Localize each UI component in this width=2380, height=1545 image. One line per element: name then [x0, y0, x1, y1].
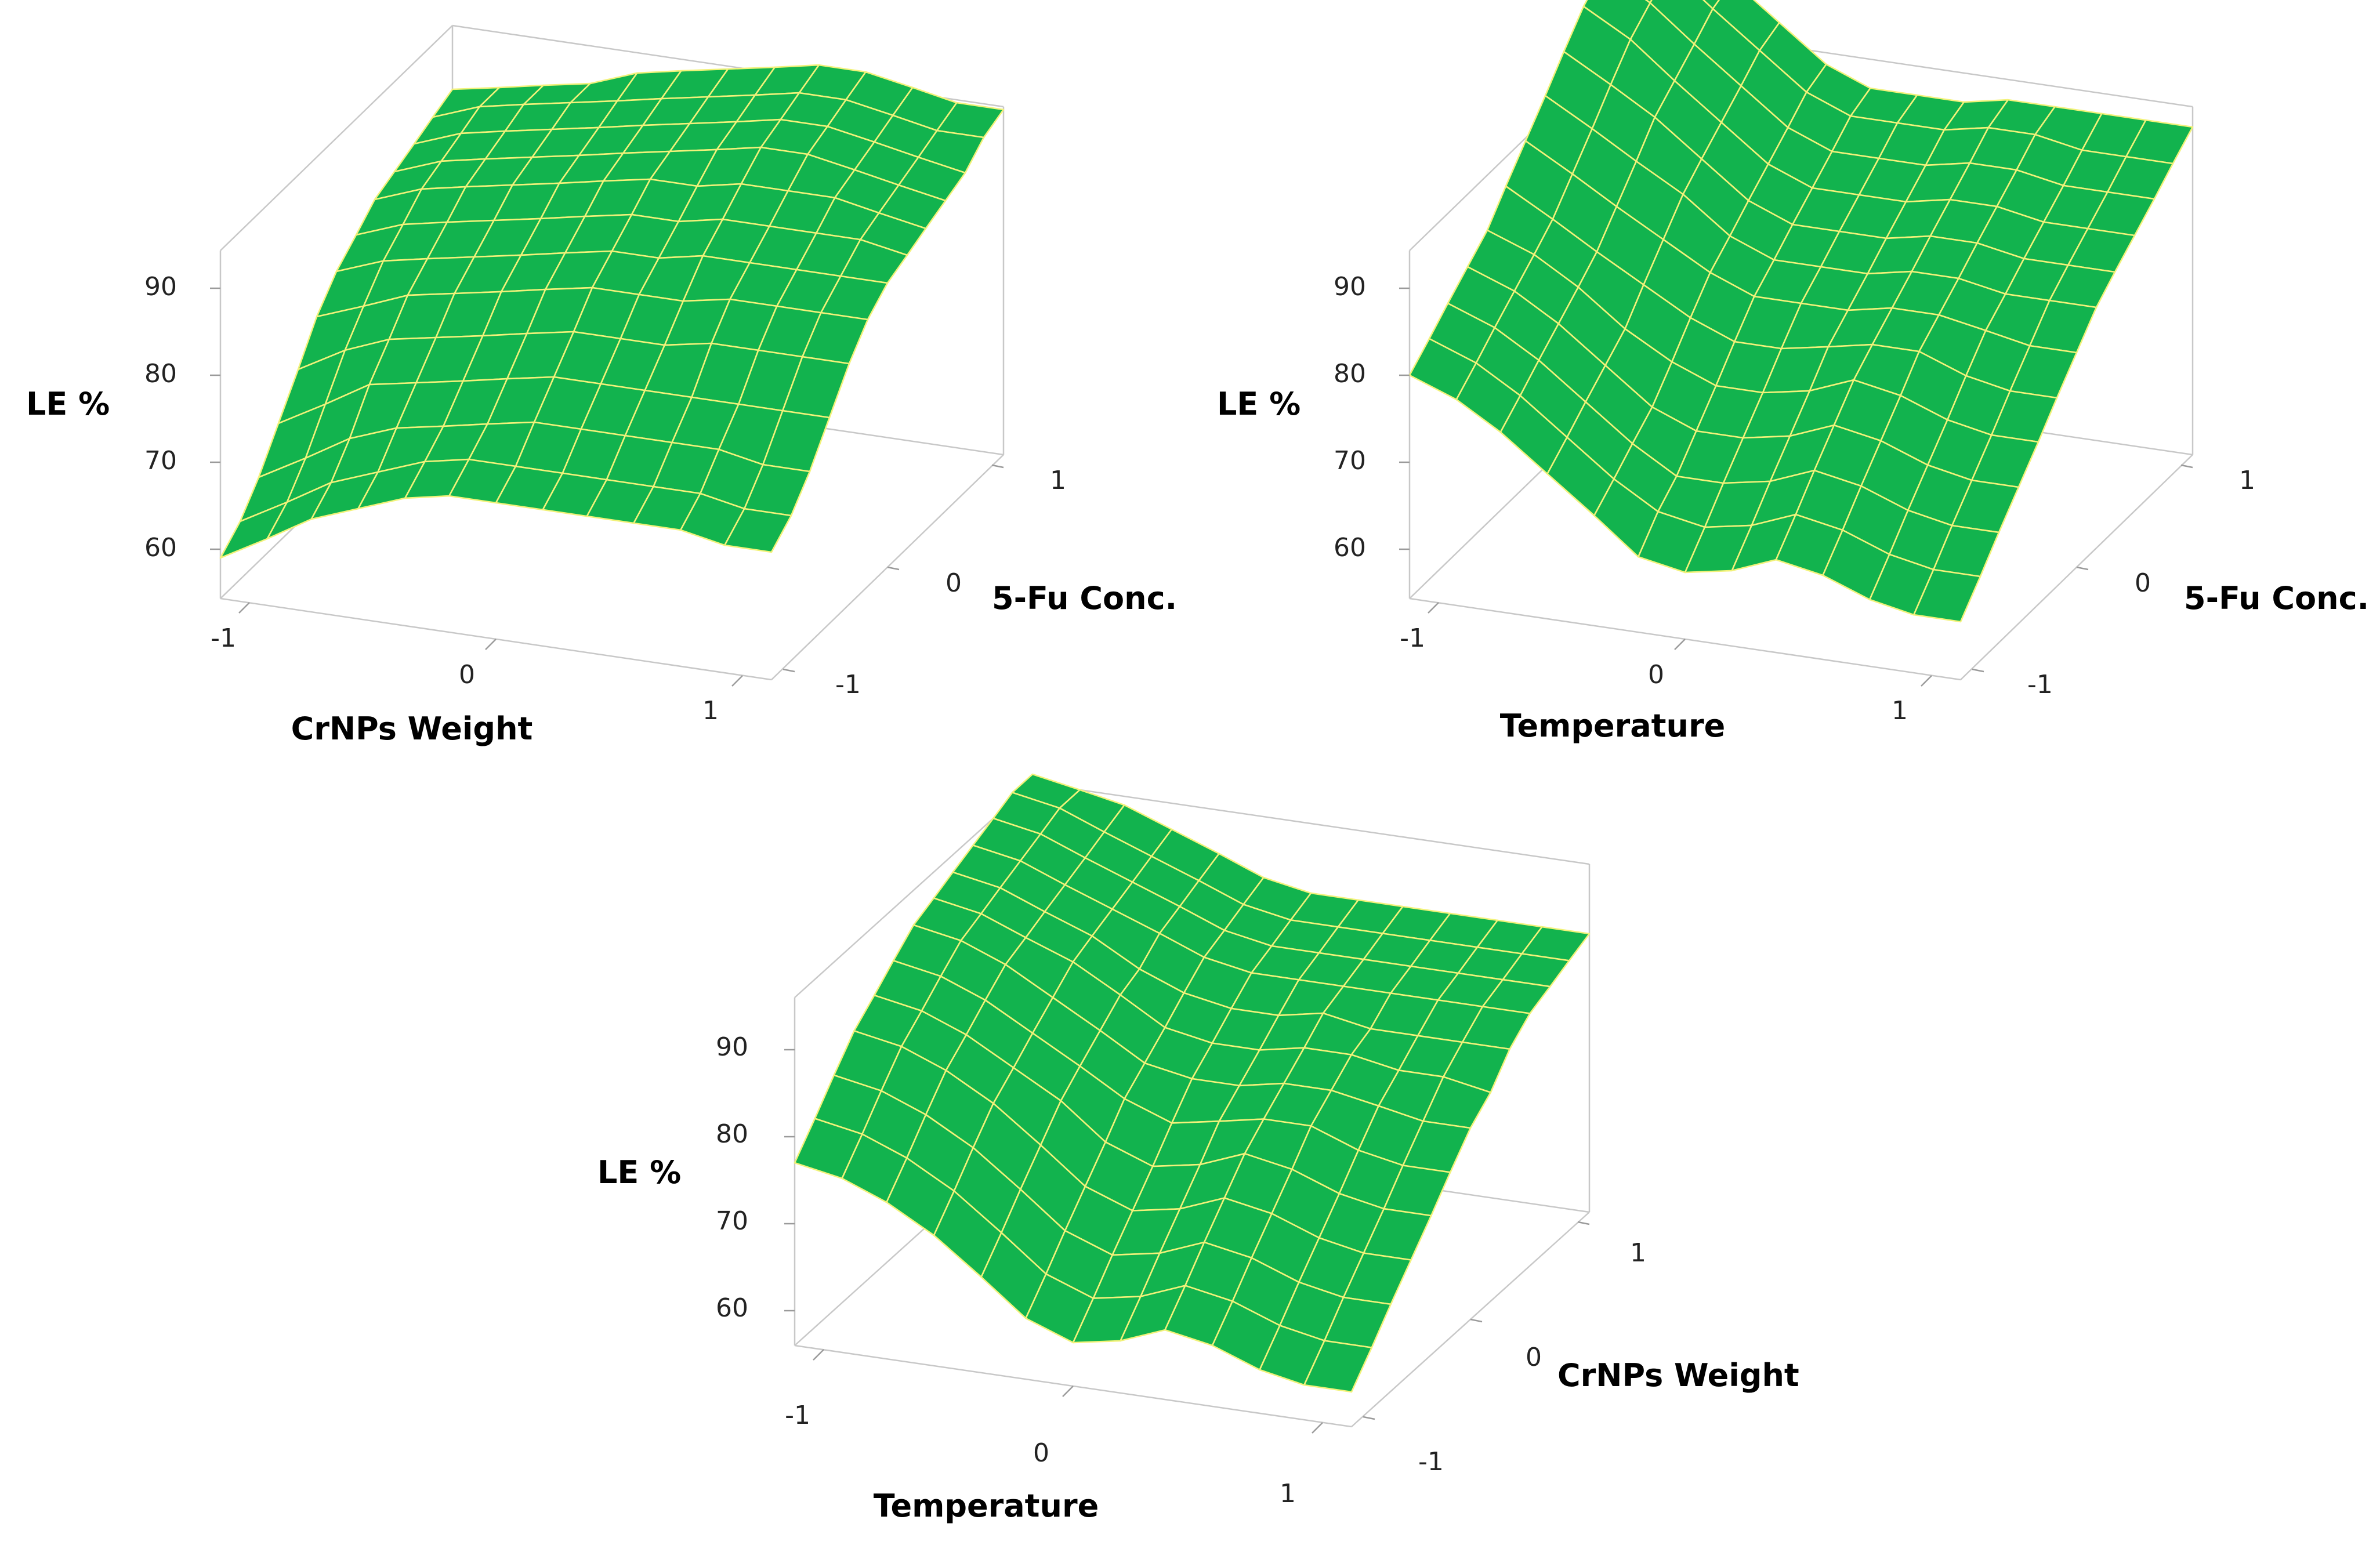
- z-tick-label: 60: [144, 533, 177, 563]
- x-tick-mark: [1428, 602, 1439, 614]
- x-tick-mark: [238, 602, 250, 614]
- y-axis-label: 5-Fu Conc.: [992, 580, 1177, 616]
- y-axis-label: CrNPs Weight: [1557, 1357, 1799, 1394]
- y-tick-mark: [1577, 1221, 1590, 1225]
- x-tick-mark: [1921, 675, 1932, 687]
- y-tick-label: 1: [1050, 466, 1066, 495]
- x-tick-mark: [1062, 1386, 1074, 1397]
- z-tick-label: 60: [1334, 533, 1366, 563]
- y-tick-label: 0: [1526, 1343, 1542, 1372]
- y-tick-label: -1: [1418, 1447, 1444, 1477]
- x-tick-mark: [485, 639, 497, 650]
- x-axis-label: CrNPs Weight: [291, 710, 533, 747]
- z-tick-label: 70: [144, 446, 177, 476]
- x-tick-label: 0: [1033, 1438, 1049, 1468]
- x-tick-mark: [813, 1349, 824, 1361]
- x-axis-label: Temperature: [874, 1488, 1099, 1524]
- z-tick-label: 90: [716, 1032, 748, 1062]
- x-tick-label: -1: [1400, 623, 1425, 653]
- surface-cell: [1303, 1340, 1373, 1393]
- x-axis-label: Temperature: [1500, 708, 1725, 744]
- y-tick-label: -1: [2027, 670, 2053, 699]
- surface-mesh: [219, 64, 1005, 559]
- z-axis-label: LE %: [597, 1154, 681, 1191]
- z-axis-label: LE %: [1217, 386, 1301, 422]
- z-tick-label: 90: [1334, 272, 1366, 302]
- y-tick-label: 0: [946, 568, 962, 598]
- z-axis: 60 70 80 90 LE %: [26, 272, 220, 563]
- surface-plot-temperature-vs-5fu: 60 70 80 90 LE % -1 0 1 Temperature -1 0…: [1217, 0, 2369, 744]
- surface-cell: [1702, 0, 1720, 10]
- surface-cell: [724, 507, 792, 553]
- y-tick-label: 1: [2239, 466, 2255, 495]
- y-tick-label: -1: [835, 670, 861, 699]
- x-tick-mark: [731, 675, 743, 687]
- x-axis: -1 0 1 Temperature: [785, 1349, 1323, 1524]
- z-tick-label: 70: [716, 1206, 748, 1236]
- z-tick-label: 80: [144, 359, 177, 389]
- y-tick-mark: [887, 566, 900, 571]
- x-axis: -1 0 1 CrNPs Weight: [211, 602, 743, 747]
- y-tick-label: 1: [1630, 1238, 1646, 1268]
- x-tick-label: 1: [1892, 696, 1908, 726]
- y-tick-mark: [1470, 1318, 1483, 1323]
- surface-plot-temperature-vs-crnps: 60 70 80 90 LE % -1 0 1 Temperature -1 0…: [597, 773, 1799, 1524]
- x-tick-label: -1: [211, 623, 236, 653]
- y-tick-mark: [1972, 668, 1984, 673]
- x-tick-label: 1: [702, 696, 719, 726]
- z-tick-label: 80: [716, 1119, 748, 1149]
- z-tick-label: 90: [144, 272, 177, 302]
- y-tick-mark: [2180, 464, 2193, 469]
- z-axis: 60 70 80 90 LE %: [1217, 272, 1410, 563]
- y-tick-mark: [2076, 566, 2089, 571]
- x-tick-mark: [1674, 639, 1686, 650]
- z-tick-label: 80: [1334, 359, 1366, 389]
- y-axis-label: 5-Fu Conc.: [2184, 580, 2369, 616]
- surface-mesh: [794, 773, 1591, 1393]
- z-tick-label: 70: [1334, 446, 1366, 476]
- surface-mesh: [1408, 0, 2194, 623]
- y-axis: -1 0 1 CrNPs Weight: [1363, 1221, 1799, 1477]
- x-tick-label: 0: [1648, 660, 1664, 690]
- z-axis-label: LE %: [26, 386, 110, 422]
- x-tick-label: -1: [785, 1401, 810, 1430]
- y-axis: -1 0 1 5-Fu Conc.: [1972, 464, 2369, 699]
- x-tick-mark: [1312, 1422, 1323, 1434]
- z-axis: 60 70 80 90 LE %: [597, 1032, 795, 1323]
- x-tick-label: 1: [1280, 1479, 1296, 1508]
- y-tick-mark: [1363, 1416, 1375, 1420]
- z-tick-label: 60: [716, 1293, 748, 1323]
- surface-cell: [1913, 568, 1981, 623]
- y-axis: -1 0 1 5-Fu Conc.: [783, 464, 1177, 699]
- x-axis: -1 0 1 Temperature: [1400, 602, 1932, 744]
- x-tick-label: 0: [459, 660, 475, 690]
- surface-plot-crnps-vs-5fu: 60 70 80 90 LE % -1 0 1 CrNPs Weight -1 …: [26, 24, 1177, 747]
- y-tick-mark: [783, 668, 795, 673]
- y-tick-mark: [991, 464, 1004, 469]
- y-tick-label: 0: [2135, 568, 2151, 598]
